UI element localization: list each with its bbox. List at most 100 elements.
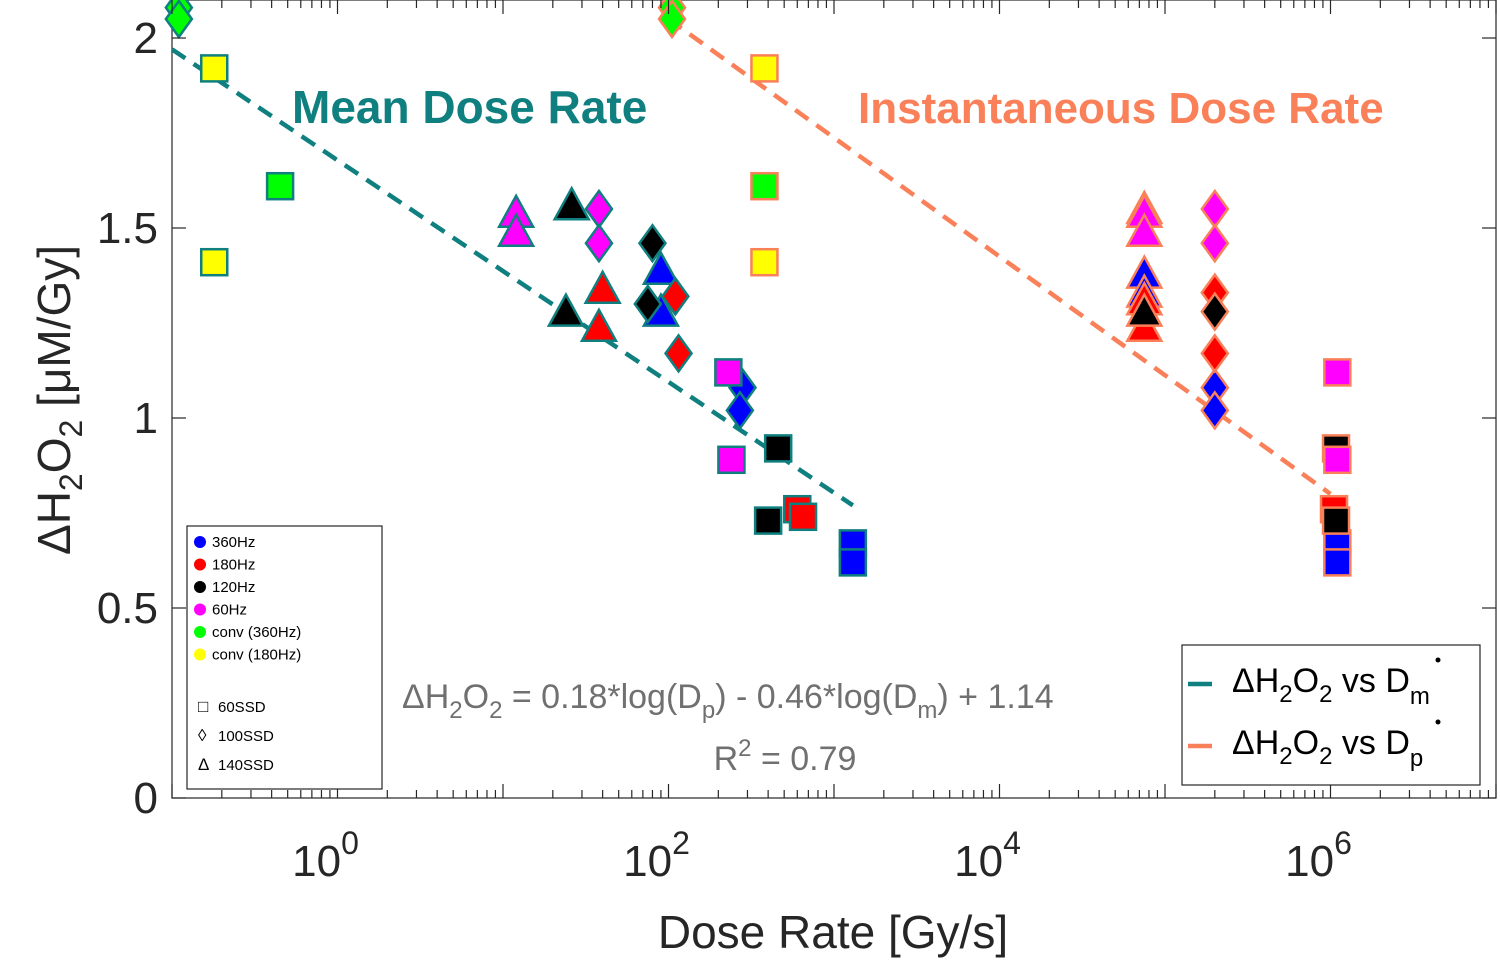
data-point-180hz-triangle	[583, 269, 622, 305]
y-label-o: O	[28, 438, 80, 474]
mean-dose-rate-title: Mean Dose Rate	[292, 81, 647, 133]
y-tick-label: 0	[134, 774, 158, 823]
data-point-120hz-diamond	[633, 283, 663, 325]
data-point-60hz-square	[717, 445, 746, 475]
color-legend-dot	[194, 536, 206, 548]
data-point-360hz-diamond	[1200, 390, 1230, 431]
r2-sup: 2	[738, 735, 751, 762]
x-tick-label: 102	[623, 825, 690, 886]
marker-legend-box	[186, 525, 383, 790]
color-legend-dot	[194, 626, 206, 638]
data-point-conv-180hz--square	[199, 54, 229, 83]
y-tick-label: 1	[134, 394, 158, 443]
data-point-120hz-triangle	[1125, 292, 1164, 327]
data-point-60hz-diamond	[1200, 223, 1230, 264]
overdot	[1435, 719, 1441, 725]
eq-sub-p: p	[702, 697, 715, 724]
color-legend-label: conv (180Hz)	[212, 647, 301, 664]
color-legend-dot	[194, 603, 206, 616]
fit-equation: ΔH2O2 = 0.18*log(Dp) - 0.46*log(Dm) + 1.…	[402, 678, 1054, 724]
x-tick-label: 106	[1285, 825, 1352, 886]
color-legend-label: 60Hz	[212, 602, 247, 619]
eq-end: ) + 1.14	[937, 678, 1053, 716]
data-point-conv-360hz--square	[265, 171, 295, 201]
x-tick-label: 104	[954, 825, 1021, 886]
data-point-120hz-square	[1321, 506, 1351, 535]
shape-legend-symbol: Δ	[198, 755, 209, 774]
color-legend-label: conv (360Hz)	[212, 624, 301, 641]
color-legend-label: 360Hz	[212, 534, 255, 551]
data-point-180hz-diamond	[660, 276, 690, 317]
data-point-conv-180hz--square	[199, 247, 229, 277]
x-tick-label: 100	[292, 825, 359, 886]
color-legend-label: 120Hz	[212, 579, 255, 596]
eq-o: O	[463, 678, 489, 716]
eq-mid2: ) - 0.46*log(D	[715, 678, 917, 716]
color-legend-dot	[194, 558, 206, 571]
line-legend-box	[1181, 644, 1481, 786]
data-point-60hz-square	[1323, 445, 1352, 475]
line-legend-entries: ΔH2O2 vs Dm ΔH2O2 vs Dp	[1188, 657, 1441, 772]
color-legend-dot	[194, 648, 206, 661]
line-legend-label-inst: ΔH2O2 vs Dp	[1232, 724, 1423, 772]
data-point-360hz-square	[1323, 548, 1352, 577]
svg-text:ΔH2O2 [μM/Gy]: ΔH2O2 [μM/Gy]	[28, 245, 89, 555]
shape-legend: □ 60SSD ◊ 100SSD Δ 140SSD	[198, 697, 274, 774]
r-squared: R2 = 0.79	[714, 735, 857, 778]
data-point-180hz-diamond	[664, 333, 694, 374]
line-legend: ΔH2O2 vs Dm ΔH2O2 vs Dp	[1181, 644, 1481, 786]
y-label-delta: ΔH	[28, 491, 80, 555]
y-tick-label: 1.5	[97, 204, 158, 253]
x-axis: 100 102 104 106	[171, 0, 1497, 886]
data-point-120hz-triangle	[552, 185, 591, 221]
data-point-360hz-square	[838, 548, 868, 577]
data-point-180hz-diamond	[1200, 333, 1230, 374]
eq-delta: ΔH	[402, 678, 449, 716]
data-point-180hz-triangle	[579, 307, 619, 343]
y-tick-label: 2	[134, 14, 158, 63]
data-point-conv-360hz--square	[750, 171, 779, 201]
eq-mid: = 0.18*log(D	[502, 678, 701, 716]
x-axis-label: Dose Rate [Gy/s]	[658, 906, 1008, 958]
r2-val: = 0.79	[752, 740, 857, 778]
instantaneous-dose-rate-title: Instantaneous Dose Rate	[858, 84, 1384, 133]
data-point-360hz-triangle	[641, 250, 681, 286]
color-legend: 360Hz 180Hz 120Hz 60Hz conv (360Hz) conv (180…	[194, 534, 301, 664]
color-legend-dot	[194, 581, 206, 593]
eq-sub-m: m	[917, 697, 937, 724]
data-point-120hz-diamond	[1200, 291, 1230, 332]
shape-legend-symbol: □	[198, 697, 208, 716]
color-legend-label: 180Hz	[212, 557, 255, 574]
r2-r: R	[714, 740, 739, 778]
y-tick-label: 0.5	[97, 584, 158, 633]
data-point-360hz-diamond	[725, 390, 755, 431]
y-axis-label: ΔH2O2 [μM/Gy]	[28, 245, 89, 555]
marker-legend: 360Hz 180Hz 120Hz 60Hz conv (360Hz) conv (180…	[186, 525, 383, 790]
shape-legend-label: 60SSD	[218, 699, 266, 716]
data-point-conv-180hz--square	[750, 54, 779, 83]
overdot	[1435, 657, 1441, 663]
y-label-sub1: 2	[53, 473, 89, 491]
data-point-60hz-triangle	[1125, 212, 1164, 248]
y-axis: 0 0.5 1 1.5 2	[97, 14, 1496, 823]
shape-legend-label: 140SSD	[218, 757, 274, 774]
markers	[164, 0, 1352, 577]
data-point-120hz-diamond	[637, 223, 668, 264]
data-point-60hz-square	[1323, 358, 1352, 387]
data-point-120hz-square	[753, 506, 783, 535]
data-point-120hz-square	[763, 434, 793, 463]
data-point-60hz-diamond	[584, 223, 614, 264]
data-point-conv-180hz--square	[750, 247, 779, 277]
shape-legend-symbol: ◊	[198, 726, 207, 745]
data-point-60hz-square	[714, 358, 743, 387]
data-point-conv-360hz--diamond	[657, 0, 687, 40]
y-label-unit: [μM/Gy]	[28, 245, 80, 420]
data-point-60hz-triangle	[496, 212, 536, 248]
data-point-180hz-square	[788, 502, 818, 532]
shape-legend-label: 100SSD	[218, 728, 274, 745]
data-point-120hz-triangle	[546, 292, 586, 327]
eq-sub-a: 2	[449, 697, 462, 724]
line-legend-label-mean: ΔH2O2 vs Dm	[1232, 662, 1430, 710]
y-label-sub2: 2	[53, 420, 89, 438]
